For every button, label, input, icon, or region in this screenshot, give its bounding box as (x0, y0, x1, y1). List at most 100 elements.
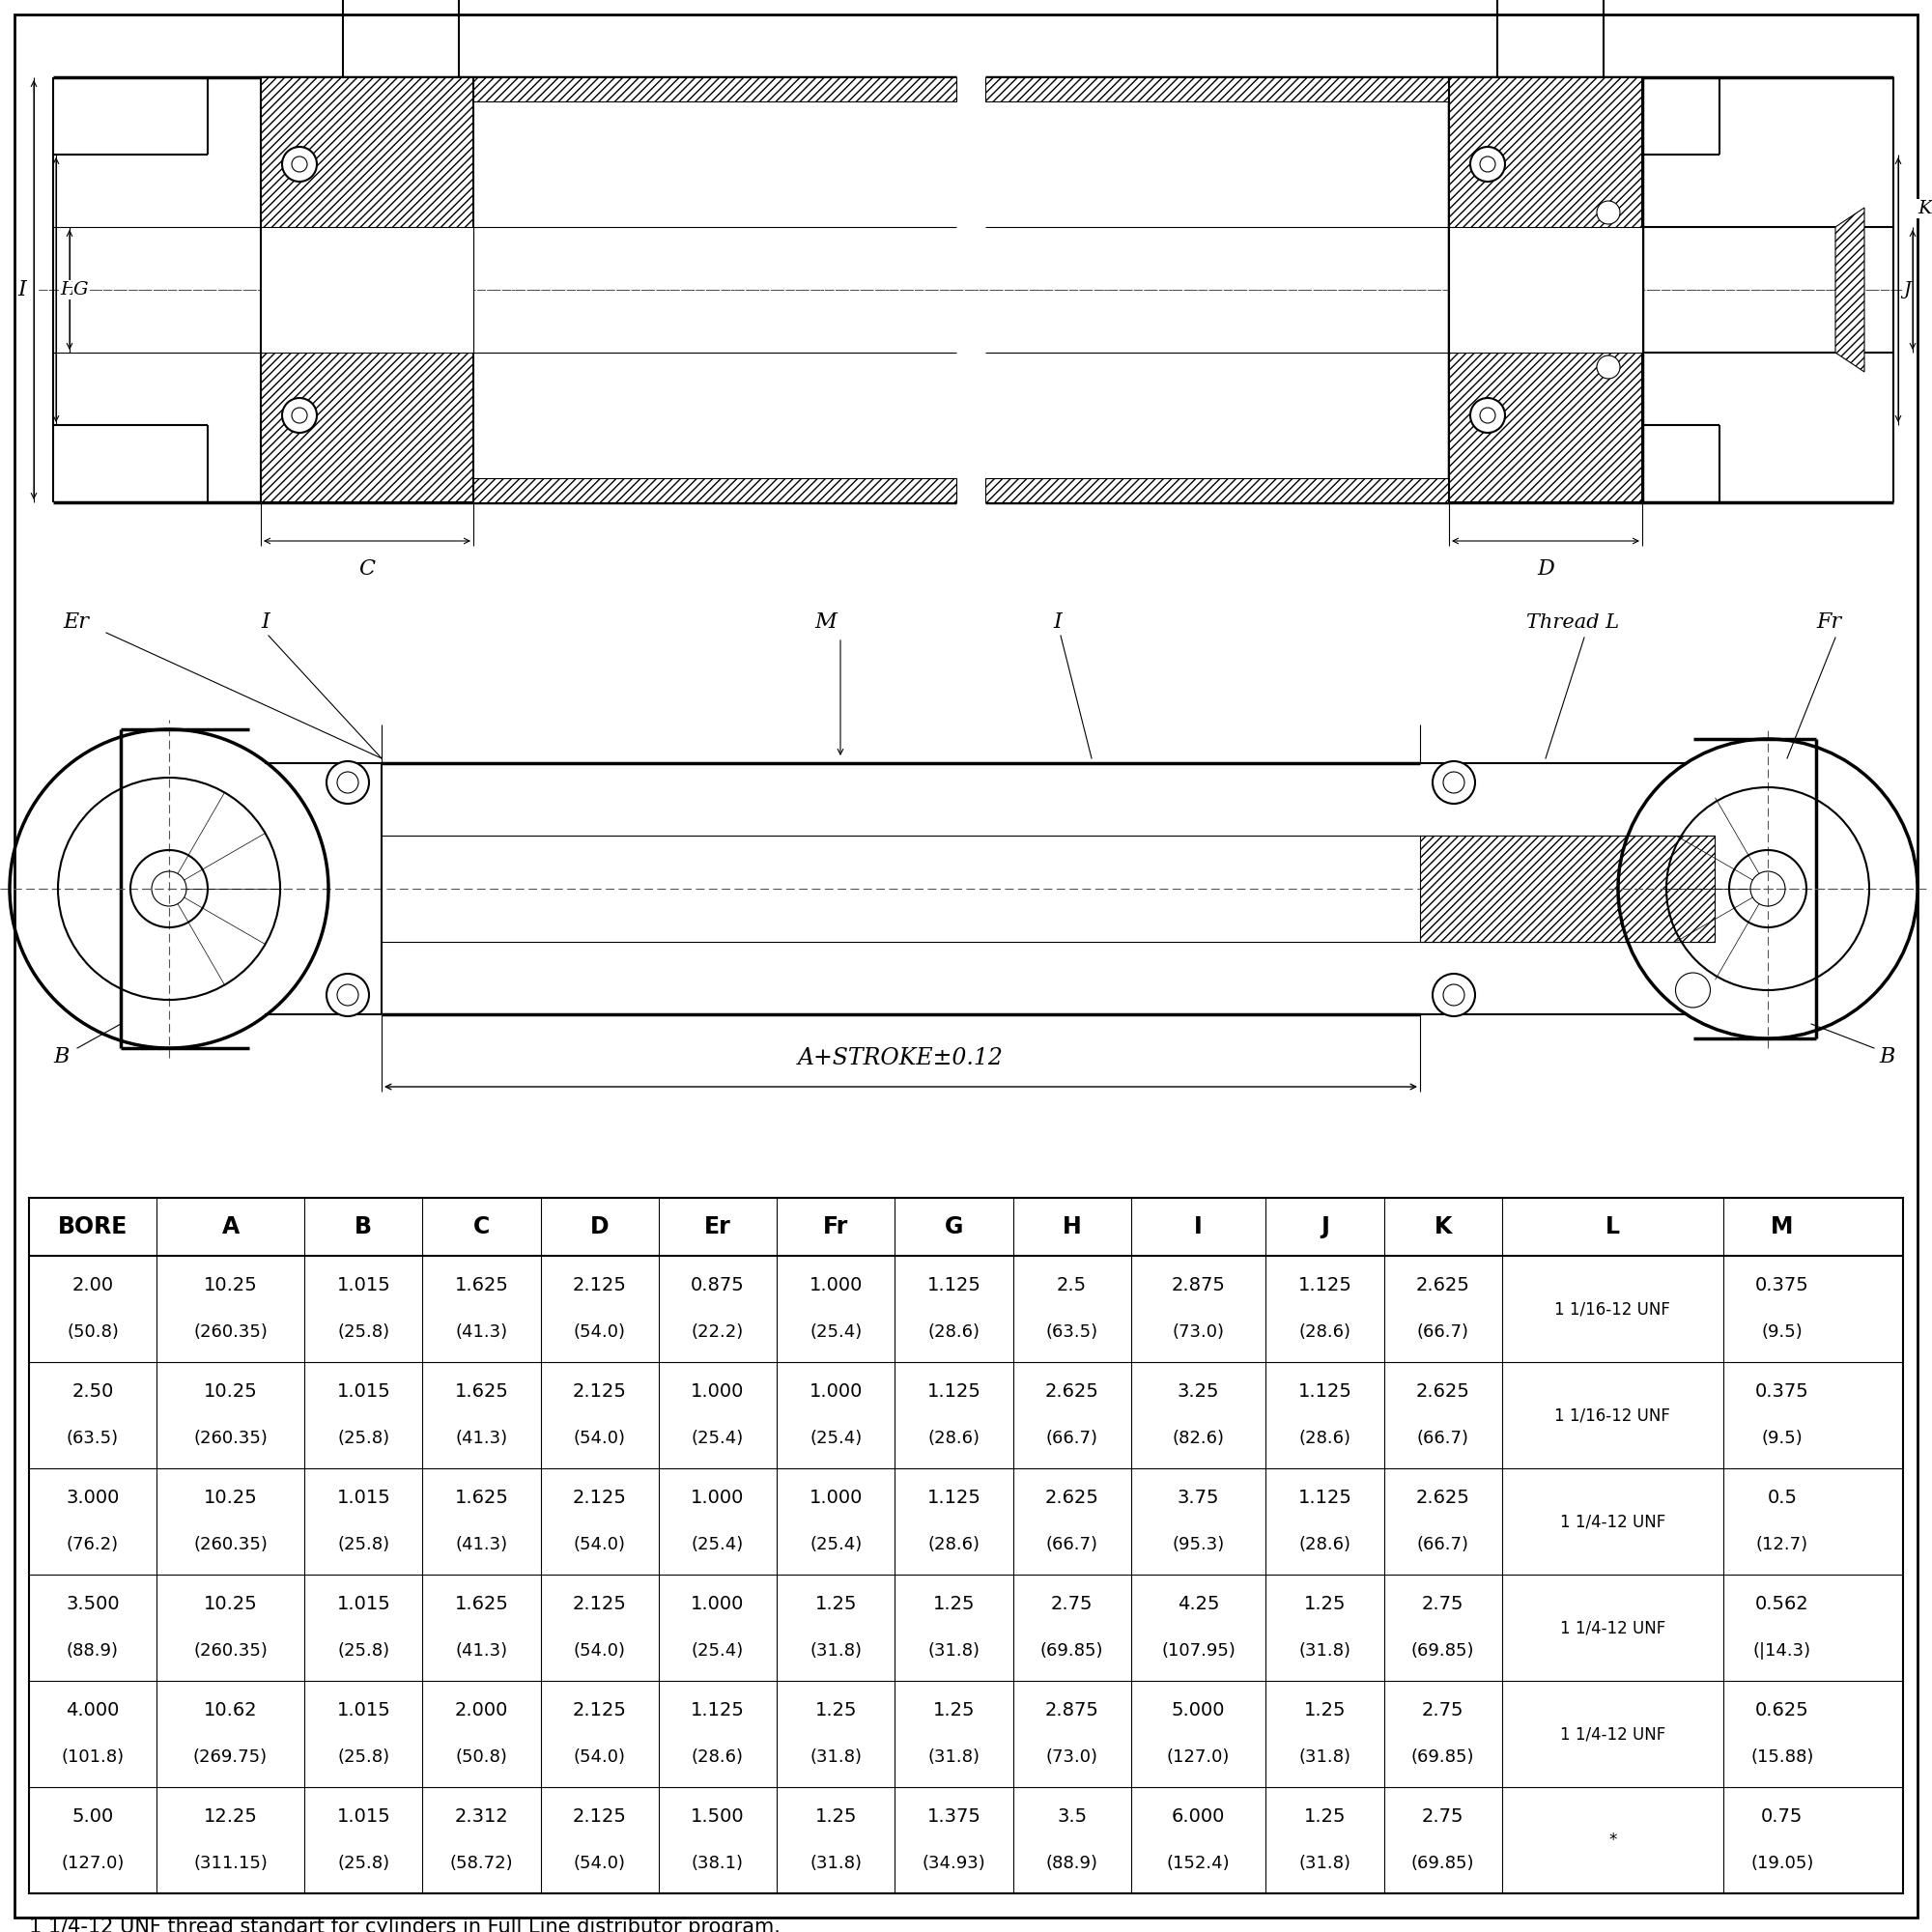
Text: I: I (17, 278, 27, 299)
Text: (69.85): (69.85) (1039, 1642, 1103, 1660)
Text: I: I (1053, 611, 1061, 634)
Text: (25.8): (25.8) (338, 1323, 390, 1341)
Text: G: G (945, 1215, 964, 1238)
Text: 1.125: 1.125 (927, 1277, 981, 1294)
Text: Fr: Fr (1816, 611, 1841, 634)
Circle shape (282, 147, 317, 182)
Circle shape (1596, 355, 1619, 379)
Text: 2.625: 2.625 (1045, 1383, 1099, 1401)
Text: 0.375: 0.375 (1754, 1277, 1808, 1294)
Text: (28.6): (28.6) (1298, 1323, 1350, 1341)
Text: (31.8): (31.8) (810, 1642, 862, 1660)
Text: (66.7): (66.7) (1045, 1536, 1097, 1553)
Text: 0.562: 0.562 (1754, 1596, 1808, 1613)
Text: (22.2): (22.2) (692, 1323, 744, 1341)
Text: (12.7): (12.7) (1756, 1536, 1808, 1553)
Bar (985, 77, 1449, 100)
Text: (152.4): (152.4) (1167, 1855, 1231, 1872)
Text: M: M (1772, 1215, 1793, 1238)
Text: 2.125: 2.125 (572, 1702, 626, 1719)
Text: (63.5): (63.5) (66, 1430, 120, 1447)
Text: B: B (1878, 1047, 1895, 1066)
Text: M: M (815, 611, 837, 634)
Bar (985, 477, 1449, 502)
Text: Er: Er (62, 611, 89, 634)
Text: 1.125: 1.125 (1298, 1383, 1352, 1401)
Text: (260.35): (260.35) (193, 1430, 267, 1447)
Text: Thread L: Thread L (1526, 614, 1619, 632)
Text: (54.0): (54.0) (574, 1642, 626, 1660)
Text: (25.8): (25.8) (338, 1642, 390, 1660)
Text: (31.8): (31.8) (1298, 1855, 1350, 1872)
Bar (1449, 77, 1642, 502)
Text: 2.75: 2.75 (1422, 1596, 1464, 1613)
Text: (31.8): (31.8) (927, 1642, 980, 1660)
Text: 1.625: 1.625 (454, 1277, 508, 1294)
Text: 1.015: 1.015 (336, 1702, 390, 1719)
Text: 0.5: 0.5 (1768, 1490, 1797, 1507)
Text: 5.00: 5.00 (71, 1808, 114, 1826)
Text: 1 1/4-12 UNF: 1 1/4-12 UNF (1559, 1725, 1665, 1743)
Text: (28.6): (28.6) (1298, 1536, 1350, 1553)
Text: (95.3): (95.3) (1173, 1536, 1225, 1553)
Text: (69.85): (69.85) (1410, 1642, 1474, 1660)
Text: 2.125: 2.125 (572, 1383, 626, 1401)
Text: 5.000: 5.000 (1171, 1702, 1225, 1719)
Text: 12.25: 12.25 (203, 1808, 257, 1826)
Text: 1.625: 1.625 (454, 1596, 508, 1613)
Text: 1.125: 1.125 (927, 1383, 981, 1401)
Text: (82.6): (82.6) (1173, 1430, 1225, 1447)
Text: (50.8): (50.8) (456, 1748, 508, 1766)
Text: (15.88): (15.88) (1750, 1748, 1814, 1766)
Text: (41.3): (41.3) (456, 1323, 508, 1341)
Text: (73.0): (73.0) (1045, 1748, 1097, 1766)
Text: J: J (1903, 280, 1911, 298)
Circle shape (282, 398, 317, 433)
Text: (54.0): (54.0) (574, 1748, 626, 1766)
Text: (25.8): (25.8) (338, 1855, 390, 1872)
Text: (31.8): (31.8) (1298, 1642, 1350, 1660)
Text: 1.000: 1.000 (692, 1490, 744, 1507)
Bar (1449, 226, 1642, 352)
Text: 1.015: 1.015 (336, 1596, 390, 1613)
Text: 1.125: 1.125 (1298, 1490, 1352, 1507)
Bar (29, 1198, 1903, 1893)
Text: (69.85): (69.85) (1410, 1855, 1474, 1872)
Text: 0.625: 0.625 (1754, 1702, 1808, 1719)
Text: 2.5: 2.5 (1057, 1277, 1088, 1294)
Text: 6.000: 6.000 (1171, 1808, 1225, 1826)
Text: 2.125: 2.125 (572, 1277, 626, 1294)
Text: D: D (1538, 558, 1553, 580)
Text: (19.05): (19.05) (1750, 1855, 1814, 1872)
Text: 4.000: 4.000 (66, 1702, 120, 1719)
Text: 2.625: 2.625 (1416, 1277, 1470, 1294)
Text: A+STROKE±0.12: A+STROKE±0.12 (798, 1047, 1003, 1070)
Text: 1.000: 1.000 (810, 1490, 862, 1507)
Text: 1.125: 1.125 (1298, 1277, 1352, 1294)
Text: 10.25: 10.25 (203, 1596, 257, 1613)
Text: 1.25: 1.25 (933, 1702, 976, 1719)
Text: 1.500: 1.500 (692, 1808, 744, 1826)
Text: G: G (73, 280, 89, 298)
Text: 1.000: 1.000 (692, 1383, 744, 1401)
Circle shape (327, 761, 369, 804)
Text: (260.35): (260.35) (193, 1536, 267, 1553)
Text: 1 1/4-12 UNF thread standart for cylinders in Full Line distributor program.: 1 1/4-12 UNF thread standart for cylinde… (29, 1917, 781, 1932)
Text: 1.25: 1.25 (1304, 1808, 1347, 1826)
Text: (25.8): (25.8) (338, 1536, 390, 1553)
Text: 2.875: 2.875 (1045, 1702, 1099, 1719)
Text: (28.6): (28.6) (692, 1748, 744, 1766)
Text: 1.015: 1.015 (336, 1490, 390, 1507)
Text: 0.875: 0.875 (692, 1277, 744, 1294)
Text: 1.015: 1.015 (336, 1383, 390, 1401)
Text: B: B (355, 1215, 373, 1238)
Circle shape (1434, 974, 1476, 1016)
Text: 10.62: 10.62 (203, 1702, 257, 1719)
Text: (25.4): (25.4) (810, 1430, 862, 1447)
Text: (127.0): (127.0) (62, 1855, 124, 1872)
Text: (66.7): (66.7) (1416, 1430, 1468, 1447)
Text: 1.000: 1.000 (810, 1383, 862, 1401)
Text: (9.5): (9.5) (1762, 1323, 1803, 1341)
Circle shape (1434, 761, 1476, 804)
Text: (28.6): (28.6) (927, 1536, 980, 1553)
